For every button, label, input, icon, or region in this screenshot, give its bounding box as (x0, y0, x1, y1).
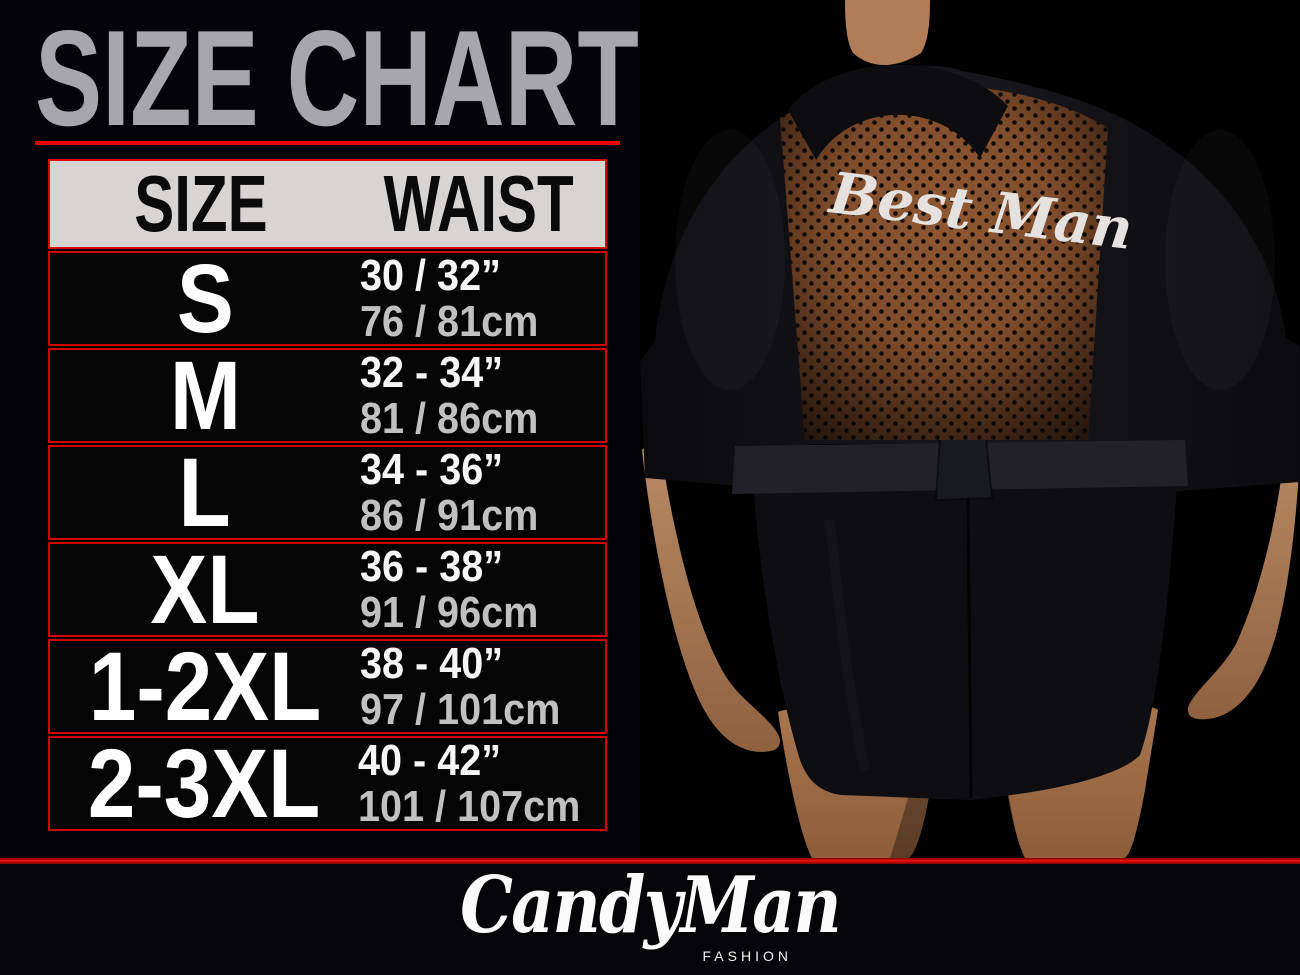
waist-cell: 32 - 34” 81 / 86cm (360, 347, 605, 443)
brand-name: CandyMan (460, 860, 841, 951)
size-cell: XL (150, 535, 260, 644)
waist-cm: 97 / 101cm (360, 684, 561, 734)
model-robe-skirt (752, 470, 1178, 800)
footer-divider (0, 858, 1300, 864)
brand-logo: CandyMan FASHION (440, 860, 860, 970)
table-row: S 30 / 32” 76 / 81cm (48, 244, 607, 353)
waist-inches: 40 - 42” (357, 735, 501, 785)
waist-cm: 76 / 81cm (360, 296, 539, 346)
waist-cm: 91 / 96cm (360, 587, 539, 637)
waist-inches: 34 - 36” (360, 444, 504, 494)
waist-inches: 32 - 34” (360, 347, 504, 397)
product-photo: Best Man (640, 0, 1300, 858)
waist-cell: 30 / 32” 76 / 81cm (360, 250, 605, 346)
robe-collar (788, 64, 1008, 160)
table-row: 1-2XL 38 - 40” 97 / 101cm (48, 632, 607, 741)
model-right-arm (1187, 422, 1300, 720)
size-table: SIZE WAIST S 30 / 32” 76 / 81cm M 32 - 3… (48, 159, 607, 838)
waist-inches: 36 - 38” (360, 541, 504, 591)
size-cell: S (176, 244, 234, 353)
waist-inches: 30 / 32” (360, 250, 501, 300)
waist-cm: 101 / 107cm (357, 781, 581, 831)
waist-cell: 38 - 40” 97 / 101cm (360, 638, 605, 734)
model-neck (845, 0, 930, 65)
waist-cm: 86 / 91cm (360, 490, 539, 540)
header-size-label: SIZE (134, 159, 268, 248)
waist-cell: 34 - 36” 86 / 91cm (360, 444, 605, 540)
size-cell: L (178, 438, 232, 547)
size-cell: M (169, 341, 241, 450)
table-header-row: SIZE WAIST (48, 159, 607, 249)
waist-cell: 36 - 38” 91 / 96cm (360, 541, 605, 637)
footer: CandyMan FASHION (0, 860, 1300, 975)
model-figure-svg: Best Man (640, 0, 1300, 858)
header-waist-label: WAIST (383, 159, 574, 248)
waist-cell: 40 - 42” 101 / 107cm (357, 735, 605, 831)
waist-cm: 81 / 86cm (360, 393, 539, 443)
waist-inches: 38 - 40” (360, 638, 504, 688)
brand-subtitle: FASHION (702, 948, 792, 964)
title-underline (35, 141, 620, 145)
table-row: XL 36 - 38” 91 / 96cm (48, 535, 607, 644)
page-title-text: SIZE CHART (35, 2, 639, 154)
table-row: 2-3XL 40 - 42” 101 / 107cm (48, 729, 607, 838)
table-row: M 32 - 34” 81 / 86cm (48, 341, 607, 450)
page-title: SIZE CHART (35, 8, 851, 148)
size-cell: 2-3XL (87, 729, 321, 838)
table-row: L 34 - 36” 86 / 91cm (48, 438, 607, 547)
size-cell: 1-2XL (88, 632, 322, 741)
